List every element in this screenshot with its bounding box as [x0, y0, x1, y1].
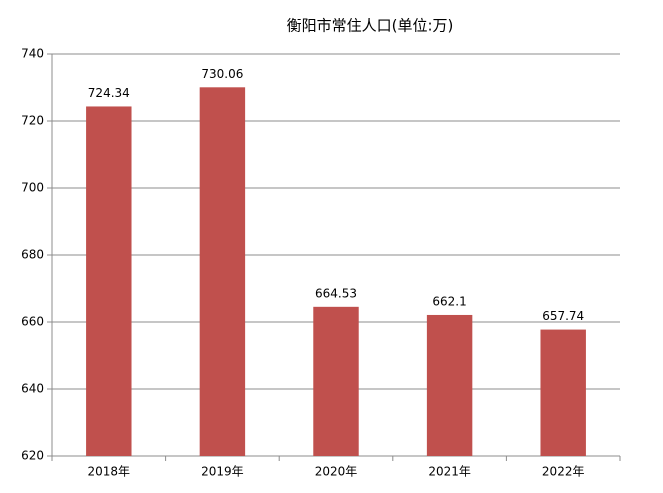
y-tick-label: 700 [21, 181, 44, 195]
x-tick-label: 2018年 [88, 465, 131, 479]
data-label: 657.74 [542, 309, 584, 323]
chart-title: 衡阳市常住人口(单位:万) [287, 17, 454, 35]
y-tick-label: 620 [21, 449, 44, 463]
x-tick-label: 2019年 [201, 465, 244, 479]
x-tick-label: 2020年 [315, 465, 358, 479]
bar [313, 306, 359, 456]
y-tick-label: 660 [21, 315, 44, 329]
data-label: 730.06 [201, 67, 243, 81]
y-tick-label: 720 [21, 114, 44, 128]
data-label: 664.53 [315, 286, 357, 300]
y-tick-label: 640 [21, 382, 44, 396]
y-tick-label: 740 [21, 47, 44, 61]
data-label: 662.1 [432, 294, 466, 308]
bar [540, 329, 586, 456]
x-tick-label: 2021年 [428, 465, 471, 479]
x-tick-label: 2022年 [542, 465, 585, 479]
data-label: 724.34 [88, 86, 130, 100]
bar [199, 87, 246, 456]
bar [426, 314, 473, 456]
y-tick-label: 680 [21, 248, 44, 262]
bar [86, 106, 132, 456]
